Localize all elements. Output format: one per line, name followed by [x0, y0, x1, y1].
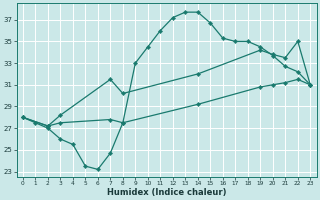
- X-axis label: Humidex (Indice chaleur): Humidex (Indice chaleur): [107, 188, 226, 197]
